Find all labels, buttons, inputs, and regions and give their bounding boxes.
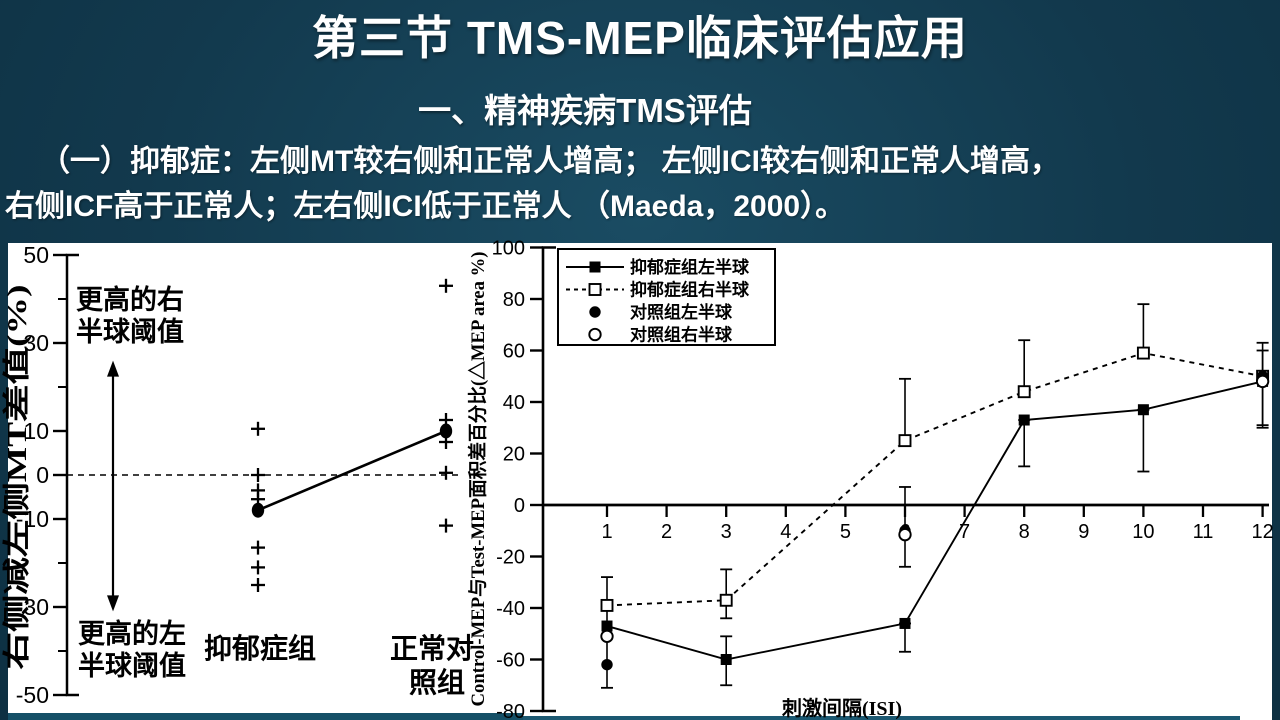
x-tick-label: 2 [661,521,672,543]
legend-item: 抑郁症组右半球 [566,280,750,300]
annotation-higher-right: 半球阈值 [76,317,184,347]
y-axis-title: Control-MEP与Test-MEP面积差百分比(△MEP area %) [466,252,489,707]
panel-bottom-edge-thin [523,716,1240,720]
annotation-higher-right: 更高的右 [76,284,184,315]
panel-bottom-edge [8,713,523,720]
y-tick-label: 30 [23,330,49,356]
x-tick-label: 11 [1193,521,1214,543]
data-point-plus [439,518,453,533]
mt-threshold-difference-chart: 5030100-10-30-50右侧减左侧MT差值(%)更高的右半球阈值更高的左… [1,242,474,708]
y-tick-label: 20 [503,444,525,466]
y-axis-title: 右侧减左侧MT差值(%) [1,285,32,670]
y-tick-label: 0 [36,462,49,488]
annotation-higher-left: 半球阈值 [78,651,186,681]
data-point-plus [439,278,453,293]
data-point [588,327,602,342]
slide-body-line-2: 右侧ICF高于正常人；左右侧ICI低于正常人 （Maeda，2000）。 [5,190,846,223]
y-tick-label: -80 [496,701,525,720]
data-point [600,598,614,612]
legend-label: 对照组左半球 [630,302,733,322]
y-tick-label: 40 [503,392,525,414]
mean-trend-line [257,429,447,512]
group-mean-point [439,423,453,439]
x-tick-label: 4 [780,521,791,543]
error-bar [1137,408,1150,473]
x-tick-label: 1 [601,521,612,543]
annotation-higher-left: 更高的左 [78,618,186,649]
y-tick-label: 100 [492,238,525,260]
x-axis-title: 刺激间隔(ISI) [782,696,902,720]
x-tick-label: 10 [1132,521,1154,543]
y-tick-label: -40 [496,598,525,620]
error-bar [899,377,911,442]
y-tick-label: -20 [496,547,525,569]
data-point [588,283,602,296]
data-point [1018,414,1030,426]
y-tick-label: 60 [503,341,525,363]
legend-label: 抑郁症组左半球 [630,257,750,277]
y-tick-label: -10 [16,506,49,532]
arrow-down-head [107,595,119,612]
data-point [719,593,733,607]
error-bar [1137,303,1150,354]
x-tick-label: 3 [721,521,732,543]
data-point [720,654,732,665]
x-tick-label: 7 [959,521,970,543]
legend-label: 抑郁症组右半球 [630,280,750,300]
data-point [898,527,912,542]
y-tick-label: 0 [514,495,525,517]
y-tick-label: -50 [16,682,49,708]
error-bar [1018,339,1031,393]
x-tick-label: 5 [840,521,851,543]
x-tick-label: 12 [1251,521,1273,543]
data-point [899,617,911,629]
data-point [589,261,601,273]
data-point-plus [251,560,265,575]
data-point-plus [439,465,453,480]
data-point [1255,374,1270,389]
data-point [1137,404,1149,416]
arrow-up-head [107,360,119,377]
group-mean-point [251,502,265,518]
series-line [606,380,1263,661]
error-bar [1256,349,1269,429]
data-point-plus [251,540,265,555]
data-point-plus [251,468,265,482]
x-tick-label: 9 [1078,521,1089,543]
data-point [600,629,614,643]
data-point [601,658,613,671]
series-line [606,352,1263,607]
data-point [601,620,613,632]
slide-body-line-1: （一）抑郁症：左侧MT较右侧和正常人增高； 左侧ICI较右侧和正常人增高， [40,145,1060,178]
group-label: 正常对 [390,633,474,665]
group-label: 照组 [409,667,465,699]
data-point [898,434,912,448]
y-tick-label: -30 [16,594,49,620]
mep-area-isi-chart: 100806040200-20-40-60-80123456789101112刺… [466,238,1274,720]
y-tick-label: -60 [496,650,525,672]
slide-title: 第三节 TMS-MEP临床评估应用 [312,12,968,64]
data-point [589,306,601,318]
data-point [1136,346,1150,360]
y-tick-label: 10 [23,418,49,444]
group-label: 抑郁症组 [204,633,316,665]
legend-label: 对照组右半球 [630,325,733,345]
slide-body: （一）抑郁症：左侧MT较右侧和正常人增高； 左侧ICI较右侧和正常人增高， 右侧… [5,139,1277,229]
y-axis [541,246,556,713]
legend-item: 对照组右半球 [588,325,733,345]
slide-subtitle: 一、精神疾病TMS评估 [418,92,752,129]
chart-panel-left [8,243,470,713]
legend-item: 对照组左半球 [589,302,733,322]
y-tick-label: 50 [23,242,49,268]
legend-item: 抑郁症组左半球 [566,257,750,277]
data-point-plus [251,421,265,436]
data-point [1017,385,1031,399]
data-point-plus [251,578,265,592]
x-tick-label: 8 [1019,521,1030,543]
y-tick-label: 80 [503,289,525,311]
